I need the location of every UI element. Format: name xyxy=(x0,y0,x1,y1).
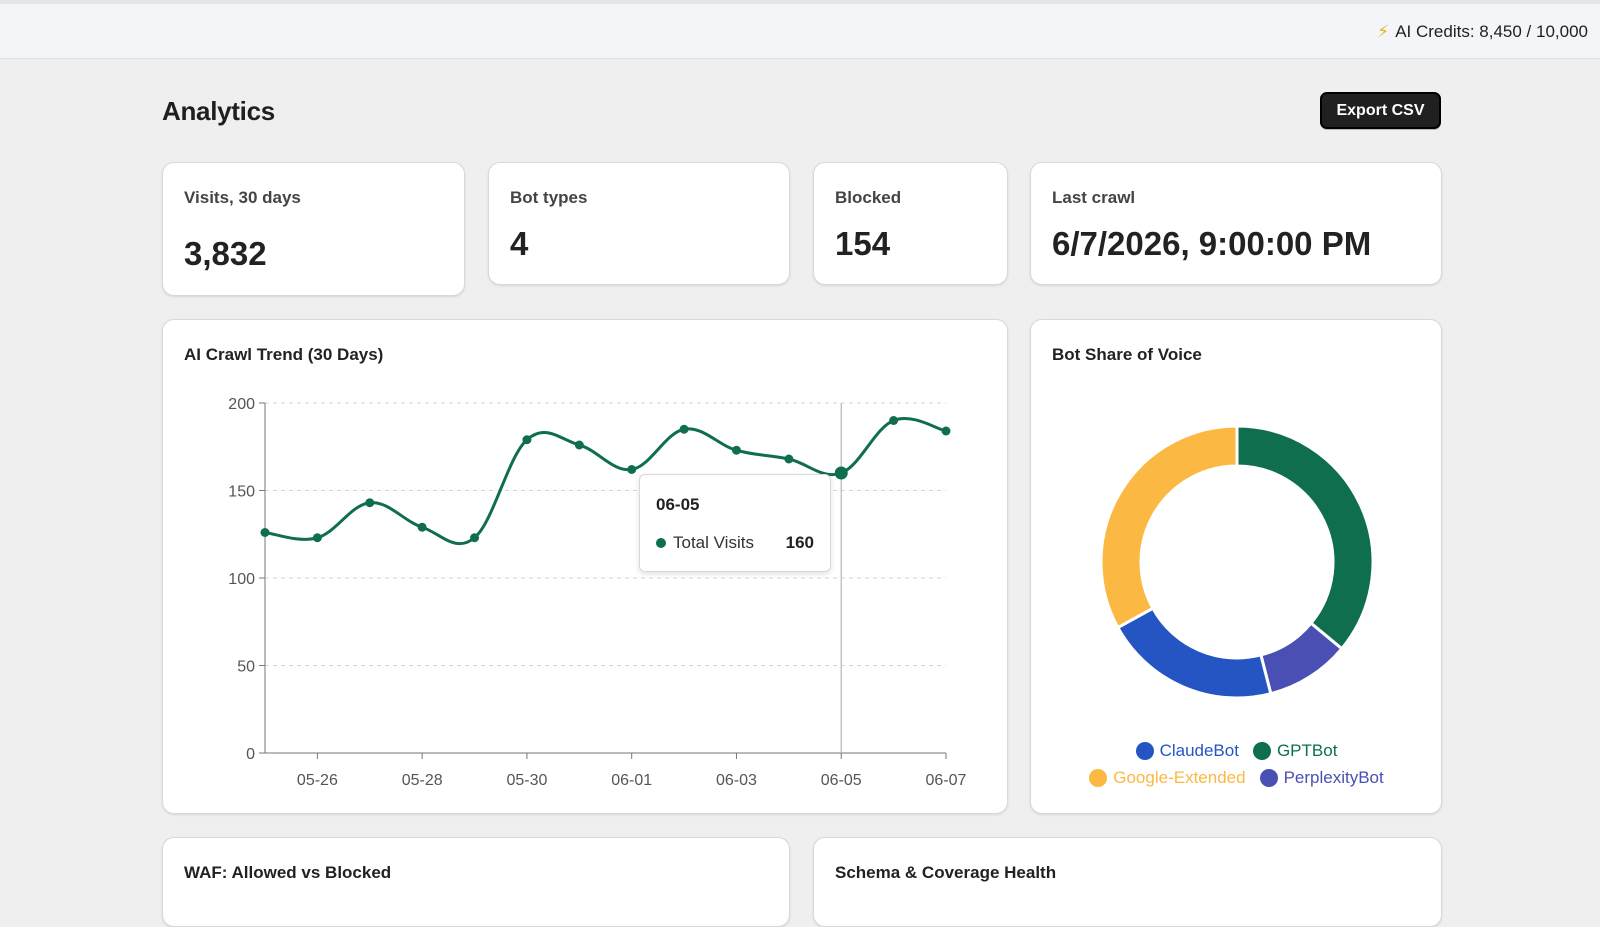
chart-tooltip: 06-05 Total Visits 160 xyxy=(639,474,831,572)
legend-dot xyxy=(1089,769,1108,787)
data-point xyxy=(574,440,584,450)
waf-title: WAF: Allowed vs Blocked xyxy=(184,863,392,882)
waf-card: WAF: Allowed vs Blocked xyxy=(162,837,790,927)
x-tick-label: 05-28 xyxy=(402,772,443,789)
legend-row: Google-Extended PerplexityBot xyxy=(1031,768,1442,788)
crawl-trend-chart: 0 50 100 150 200 05-26 05-28 05-30 06-01 06-03 06-… xyxy=(228,396,967,789)
x-tick-label: 06-03 xyxy=(716,772,757,789)
legend-item-google-extended[interactable]: Google-Extended xyxy=(1089,768,1246,788)
stat-label: Blocked xyxy=(835,188,902,207)
data-point xyxy=(312,533,322,543)
legend-dot xyxy=(1252,742,1271,760)
ai-credits: ⚡ AI Credits: 8,450 / 10,000 xyxy=(1377,22,1588,42)
bot-share-donut-chart xyxy=(1099,424,1375,700)
legend-label: GPTBot xyxy=(1276,741,1338,760)
stat-value: 6/7/2026, 9:00:00 PM xyxy=(1052,225,1372,262)
schema-card: Schema & Coverage Health xyxy=(813,837,1442,927)
legend-label: Google-Extended xyxy=(1113,768,1246,787)
crawl-trend-card: AI Crawl Trend (30 Days) 0 50 100 150 200 05-… xyxy=(162,319,1008,814)
legend-label: ClaudeBot xyxy=(1159,741,1239,760)
export-csv-button[interactable]: Export CSV xyxy=(1320,92,1441,129)
data-point xyxy=(784,454,794,464)
series-line-total-visits xyxy=(264,417,947,546)
data-point xyxy=(522,435,532,445)
stat-card-blocked: Blocked 154 xyxy=(813,162,1008,285)
data-point xyxy=(417,522,427,532)
x-tick-label: 06-07 xyxy=(926,772,967,789)
stat-label: Visits, 30 days xyxy=(184,188,301,207)
stat-card-last-crawl: Last crawl 6/7/2026, 9:00:00 PM xyxy=(1030,162,1442,285)
stat-card-bot-types: Bot types 4 xyxy=(488,162,790,285)
data-point xyxy=(679,424,689,434)
tooltip-value: 160 xyxy=(785,533,814,552)
stat-label: Bot types xyxy=(510,188,588,207)
tooltip-series-name: Total Visits xyxy=(673,533,754,552)
stat-card-visits: Visits, 30 days 3,832 xyxy=(162,162,465,296)
stat-value: 3,832 xyxy=(184,235,267,272)
y-tick-label: 200 xyxy=(228,396,255,413)
legend-item-perplexitybot[interactable]: PerplexityBot xyxy=(1259,768,1384,788)
donut-slice-claudebot xyxy=(1115,606,1273,700)
top-bar: ⚡ AI Credits: 8,450 / 10,000 xyxy=(0,0,1600,59)
y-tick-label: 150 xyxy=(228,484,255,501)
data-point xyxy=(941,426,951,436)
data-point xyxy=(889,416,899,425)
data-point xyxy=(470,533,480,543)
x-tick-label: 06-01 xyxy=(611,772,652,789)
donut-slice-gptbot xyxy=(1235,424,1375,651)
legend-dot xyxy=(1135,742,1154,760)
y-tick-label: 0 xyxy=(246,746,255,763)
legend-label: PerplexityBot xyxy=(1283,768,1384,787)
data-point xyxy=(365,498,375,508)
legend-item-gptbot[interactable]: GPTBot xyxy=(1252,741,1338,761)
stat-label: Last crawl xyxy=(1052,188,1136,207)
bot-share-card: Bot Share of Voice ClaudeBot GPTBot Google… xyxy=(1030,319,1442,814)
lightning-bolt-icon: ⚡ xyxy=(1377,22,1390,41)
stat-value: 154 xyxy=(835,225,891,262)
x-tick-label: 05-26 xyxy=(297,772,338,789)
data-point xyxy=(731,445,741,455)
data-point xyxy=(627,465,637,474)
ai-credits-text: AI Credits: 8,450 / 10,000 xyxy=(1395,22,1588,41)
legend-dot xyxy=(1259,769,1278,787)
bot-share-title: Bot Share of Voice xyxy=(1052,345,1202,364)
x-tick-label: 05-30 xyxy=(506,772,547,789)
legend-item-claudebot[interactable]: ClaudeBot xyxy=(1135,741,1239,761)
y-tick-label: 50 xyxy=(237,659,255,676)
x-tick-label: 06-05 xyxy=(821,772,862,789)
y-tick-label: 100 xyxy=(228,571,255,588)
data-point xyxy=(260,528,270,537)
stat-value: 4 xyxy=(510,225,529,262)
crawl-trend-title: AI Crawl Trend (30 Days) xyxy=(184,345,384,364)
schema-title: Schema & Coverage Health xyxy=(835,863,1057,882)
donut-slice-google-extended xyxy=(1099,424,1239,630)
data-point xyxy=(834,466,848,480)
page-title: Analytics xyxy=(162,96,275,126)
series-dot xyxy=(656,538,666,548)
tooltip-date: 06-05 xyxy=(656,495,700,514)
legend-row: ClaudeBot GPTBot xyxy=(1031,741,1442,761)
